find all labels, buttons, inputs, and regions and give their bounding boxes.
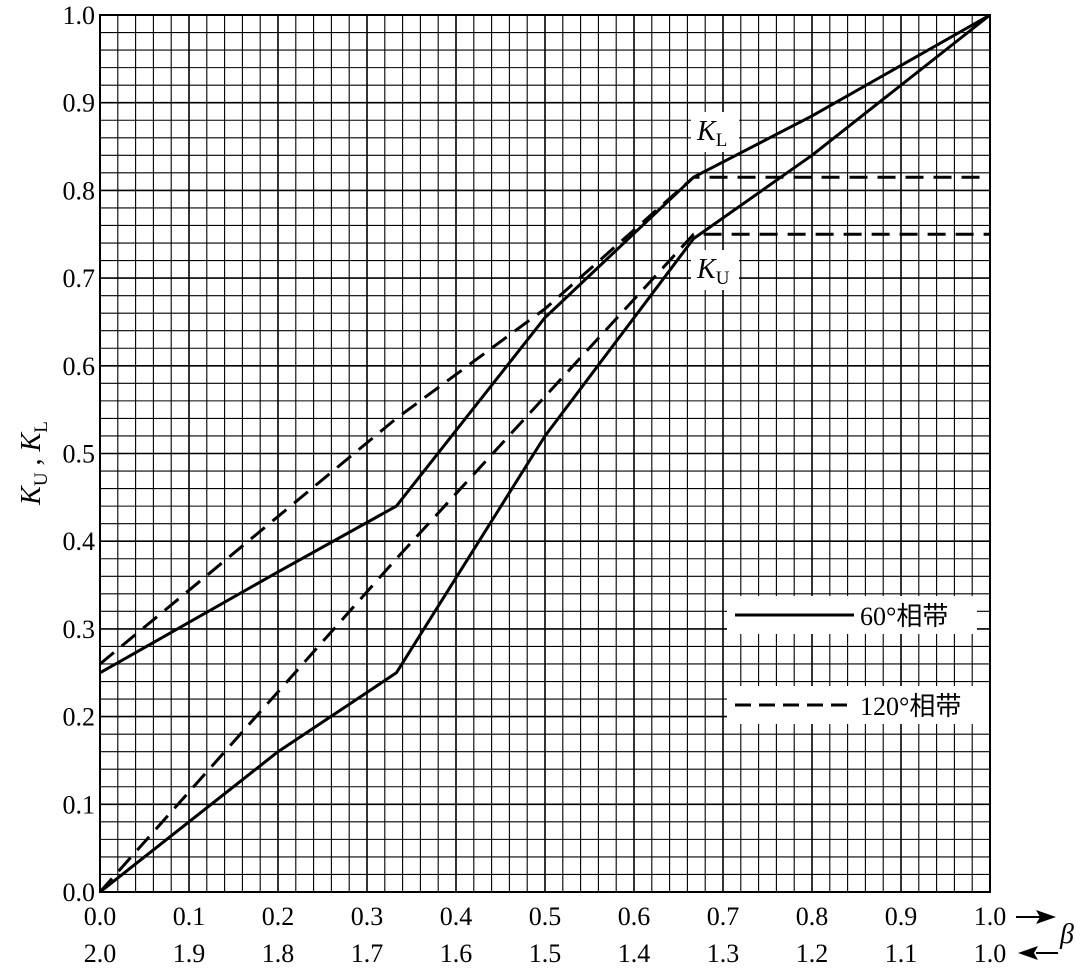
y-tick-label: 0.2	[63, 703, 96, 732]
axis-labels: βKU , KL	[16, 421, 1074, 960]
y-tick-label: 0.6	[63, 352, 96, 381]
legend-label: 60°相带	[860, 602, 948, 631]
y-axis-label-main-u: K	[16, 485, 47, 506]
y-tick-label: 1.0	[63, 1, 96, 30]
x-tick-label-beta: 0.8	[796, 902, 829, 931]
y-axis-label-sep: ,	[16, 451, 47, 472]
arrow-right-icon	[1036, 910, 1056, 924]
x-tick-label-beta: 0.1	[173, 902, 206, 931]
series-line-kl-solid	[99, 13, 991, 675]
x-tick-label-secondary: 1.1	[885, 939, 918, 968]
x-tick-label-beta: 0.3	[351, 902, 384, 931]
y-axis-label-sub-l: L	[31, 421, 52, 433]
y-tick-label: 0.5	[63, 440, 96, 469]
x-tick-label-secondary: 2.0	[84, 939, 117, 968]
series-line-ku-solid	[99, 13, 991, 894]
x-tick-label-secondary: 1.2	[796, 939, 829, 968]
curve-annotations: KL KU	[691, 112, 739, 290]
x-tick-label-beta: 0.9	[885, 902, 918, 931]
legend: 60°相带 120°相带	[727, 596, 989, 724]
x-tick-label-beta: 0.7	[707, 902, 740, 931]
series-layer	[98, 13, 991, 894]
x-tick-label-beta: 0.4	[440, 902, 473, 931]
x-tick-label-secondary: 1.7	[351, 939, 384, 968]
x-tick-label-beta: 0.6	[618, 902, 651, 931]
x-tick-label-beta: 0.5	[529, 902, 562, 931]
y-tick-label: 0.9	[63, 89, 96, 118]
x-tick-label-secondary: 1.3	[707, 939, 740, 968]
x-tick-label-secondary: 1.6	[440, 939, 473, 968]
y-tick-label: 0.8	[63, 176, 96, 205]
y-axis-label: KU , KL	[16, 421, 52, 506]
x-tick-label-secondary: 1.0	[974, 939, 1007, 968]
x-tick-label-secondary: 1.8	[262, 939, 295, 968]
curve-annotation-ku: KU	[696, 254, 730, 289]
x-tick-label-secondary: 1.5	[529, 939, 562, 968]
plot-frame	[99, 14, 991, 893]
y-tick-label: 0.0	[63, 878, 96, 907]
x-tick-label-beta: 0.0	[84, 902, 117, 931]
x-axis-label: β	[1059, 919, 1074, 950]
series-line-kl-dashed	[99, 175, 990, 666]
y-tick-label: 0.1	[63, 790, 96, 819]
x-tick-label-secondary: 1.9	[173, 939, 206, 968]
y-tick-label: 0.3	[63, 615, 96, 644]
curve-annotation-kl: KL	[696, 116, 727, 151]
arrow-left-icon	[1018, 946, 1038, 960]
y-tick-label: 0.4	[63, 527, 96, 556]
legend-label: 120°相带	[860, 692, 961, 721]
x-tick-label-beta: 1.0	[974, 902, 1007, 931]
y-tick-label: 0.7	[63, 264, 96, 293]
y-tick-labels: 0.0 0.1 0.2 0.3 0.4 0.5 0.6 0.7 0.8 0.9 1.0	[63, 1, 96, 907]
y-axis-label-main-l: K	[16, 431, 47, 452]
x-tick-label-beta: 0.2	[262, 902, 295, 931]
annotation-background	[691, 250, 739, 290]
x-tick-labels: 0.0 0.1 0.2 0.3 0.4 0.5 0.6 0.7 0.8 0.9 1.0 2.0 1.9 1…	[84, 902, 1007, 968]
y-axis-label-sub-u: U	[31, 472, 52, 486]
series-line-ku-dashed	[98, 232, 990, 893]
annotation-background	[691, 112, 739, 152]
x-tick-label-secondary: 1.4	[618, 939, 651, 968]
grid	[99, 14, 991, 893]
